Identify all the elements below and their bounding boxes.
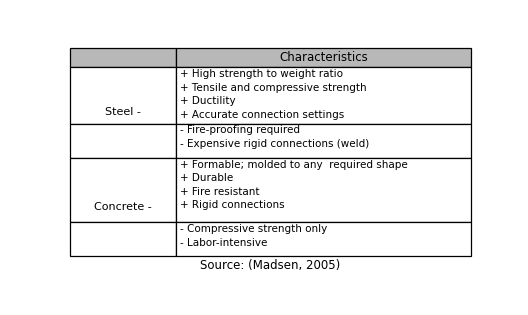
- Text: - Fire-proofing required
- Expensive rigid connections (weld): - Fire-proofing required - Expensive rig…: [180, 125, 369, 149]
- Text: Characteristics: Characteristics: [279, 51, 368, 64]
- Text: + High strength to weight ratio
+ Tensile and compressive strength
+ Ductility
+: + High strength to weight ratio + Tensil…: [180, 69, 366, 120]
- Text: + Formable; molded to any  required shape
+ Durable
+ Fire resistant
+ Rigid con: + Formable; molded to any required shape…: [180, 159, 408, 210]
- Bar: [70, 48, 176, 67]
- Text: Steel -: Steel -: [105, 107, 141, 117]
- Bar: [176, 67, 471, 124]
- Text: - Compressive strength only
- Labor-intensive: - Compressive strength only - Labor-inte…: [180, 224, 327, 248]
- Bar: [70, 222, 176, 256]
- Text: Source: (Madsen, 2005): Source: (Madsen, 2005): [201, 259, 341, 272]
- Text: Concrete -: Concrete -: [95, 202, 152, 212]
- Bar: [176, 124, 471, 158]
- Bar: [70, 124, 176, 158]
- Bar: [176, 158, 471, 222]
- Bar: [70, 67, 176, 124]
- Bar: [176, 48, 471, 67]
- Bar: [176, 222, 471, 256]
- Bar: [70, 158, 176, 222]
